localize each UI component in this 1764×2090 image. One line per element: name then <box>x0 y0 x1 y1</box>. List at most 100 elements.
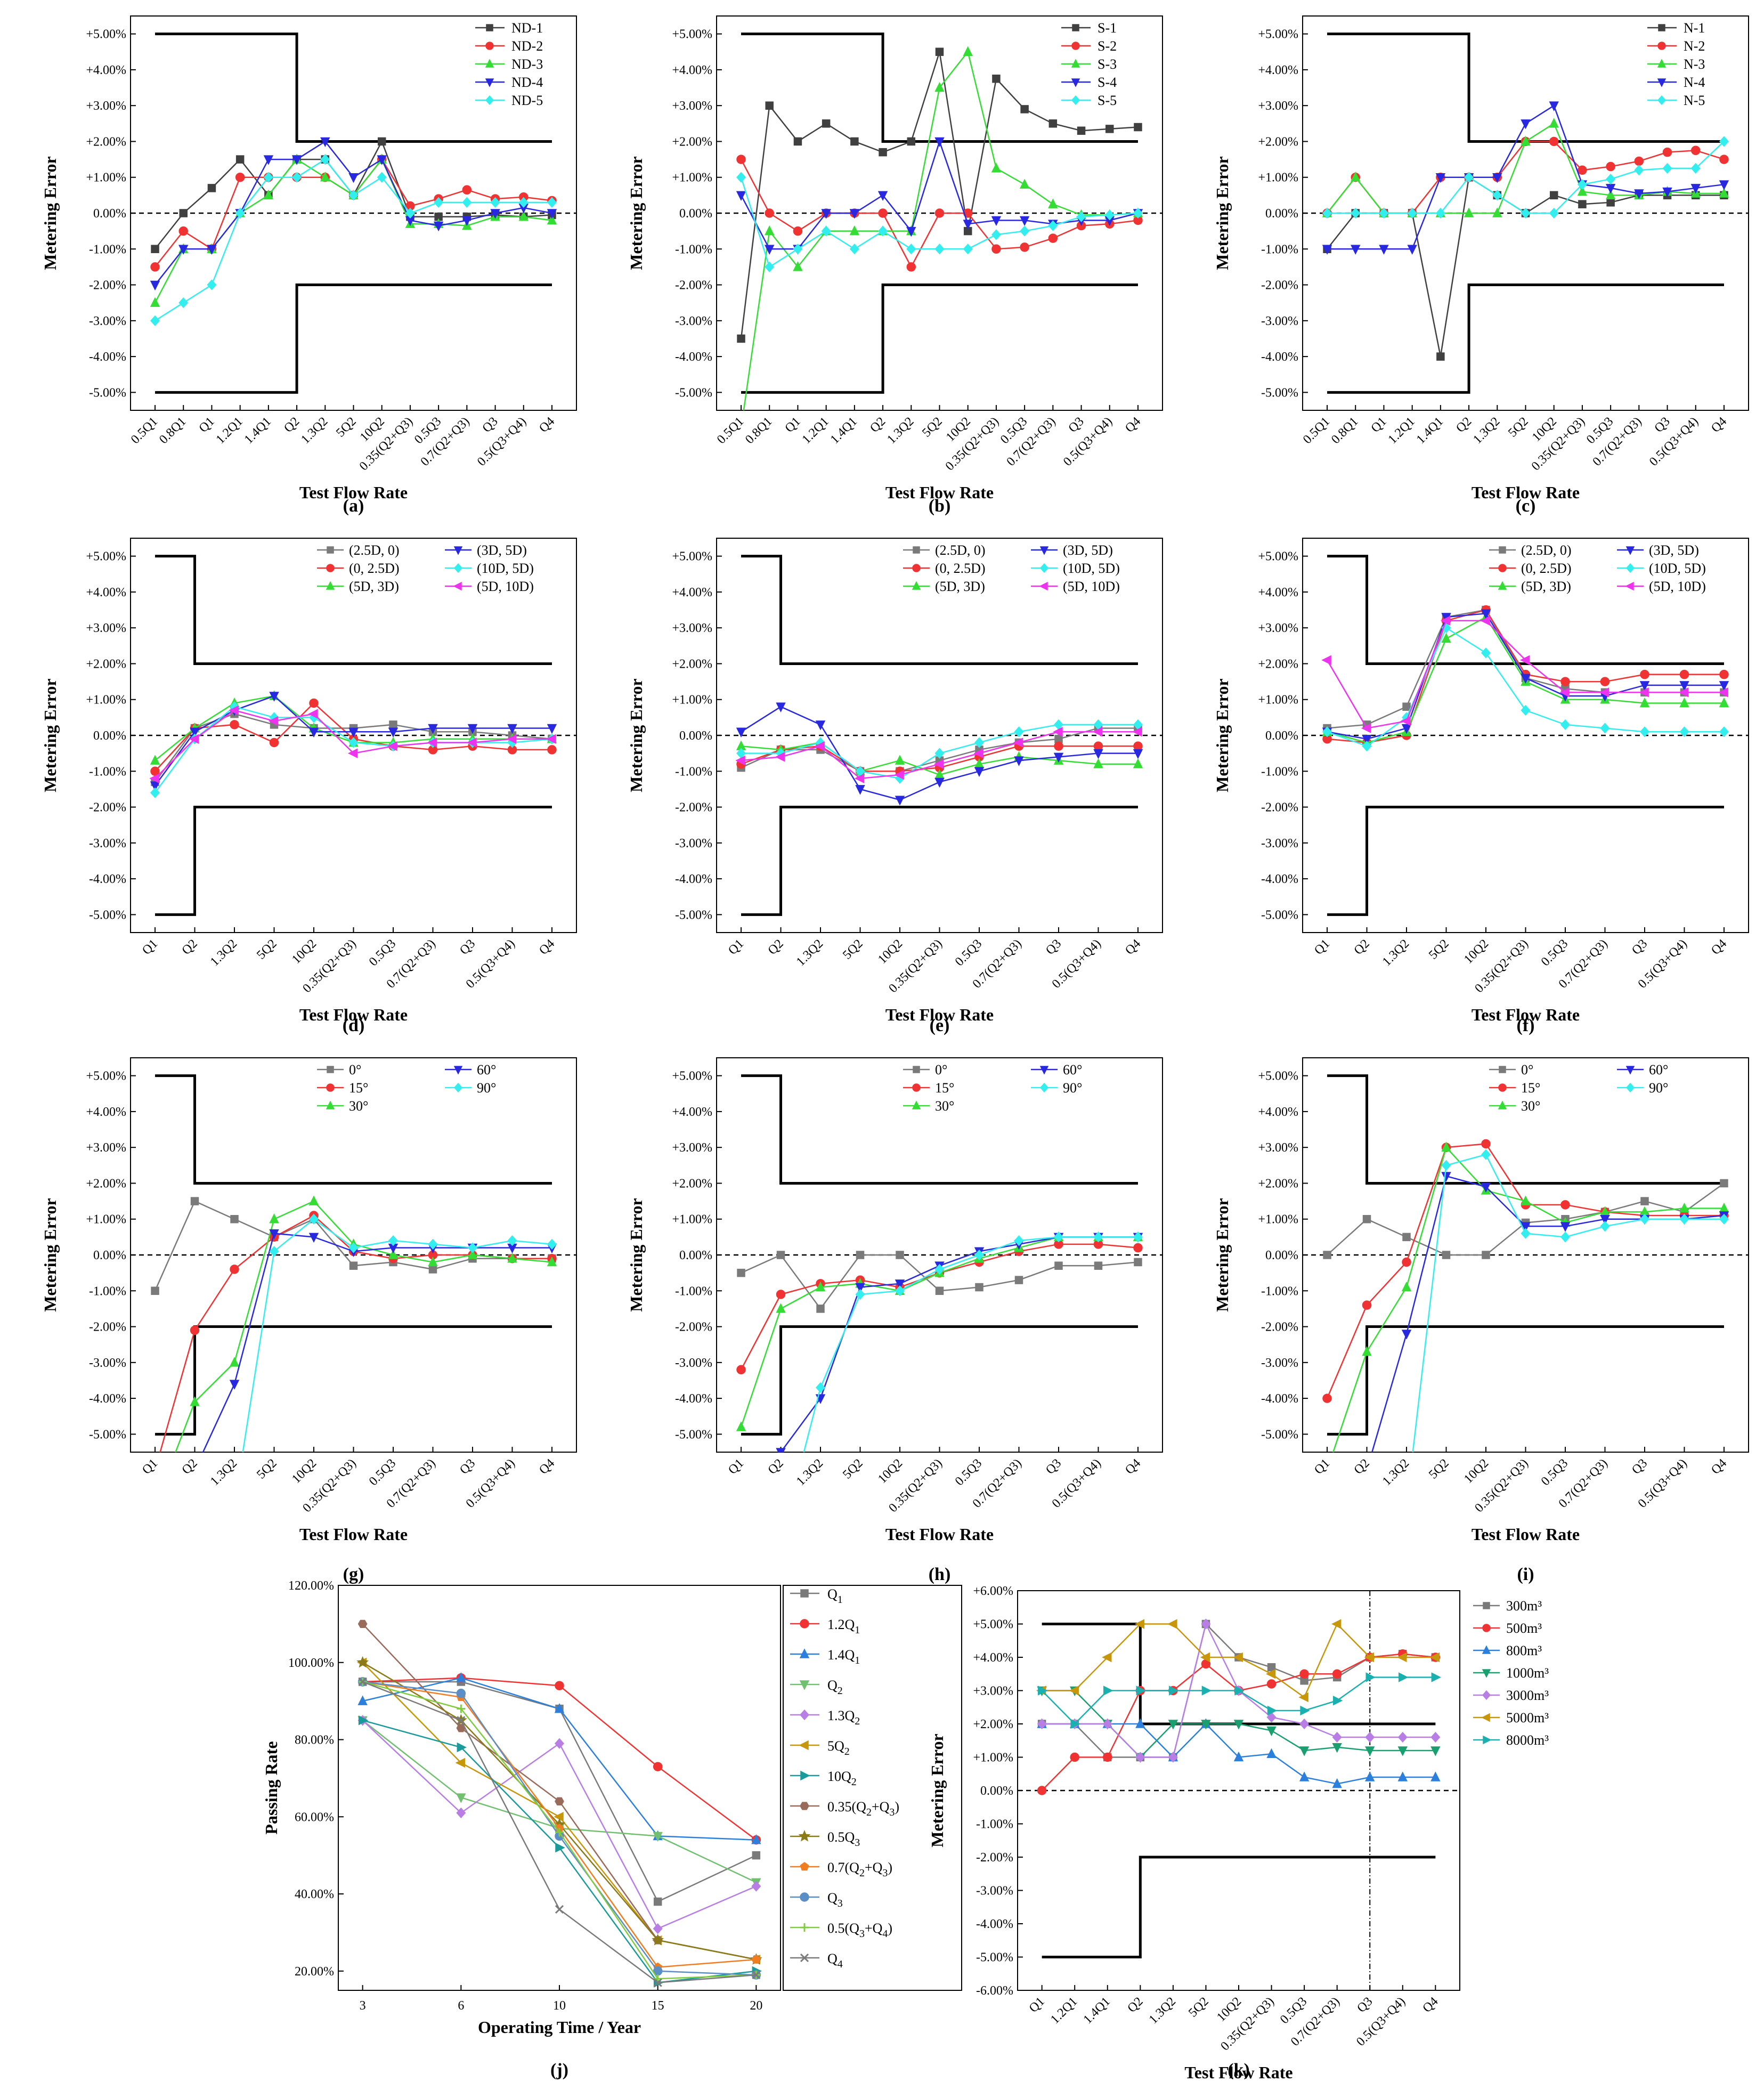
mpe-lower-line <box>155 806 552 916</box>
x-tick-label: Q1 <box>726 1456 746 1477</box>
data-point <box>309 1213 319 1225</box>
data-point <box>1321 655 1331 665</box>
legend-marker <box>1071 78 1080 87</box>
data-point <box>822 119 831 128</box>
data-point <box>653 1832 663 1842</box>
data-point <box>1397 1771 1408 1781</box>
data-point <box>547 745 557 755</box>
data-point <box>1266 1679 1277 1689</box>
data-point <box>263 189 274 200</box>
data-point <box>821 209 831 219</box>
y-tick-label: +5.00% <box>1258 28 1298 42</box>
data-point <box>1070 1719 1080 1729</box>
legend-marker <box>1071 59 1080 68</box>
x-tick-label: 1.2Q1 <box>800 415 832 447</box>
x-tick-label: 1.3Q2 <box>298 415 330 447</box>
y-tick-label: -6.00% <box>976 1984 1013 1998</box>
y-tick-label: -5.00% <box>1261 908 1298 922</box>
data-point <box>1300 1705 1310 1716</box>
legend-label: 500m³ <box>1506 1621 1542 1636</box>
x-tick-label: 5Q2 <box>254 937 280 962</box>
y-tick-label: 0.00% <box>980 1784 1013 1798</box>
data-point <box>1364 1652 1374 1663</box>
data-point <box>518 197 529 208</box>
data-point <box>1560 677 1570 686</box>
panel-caption: (e) <box>930 1016 950 1035</box>
legend-label: 0° <box>349 1062 361 1078</box>
y-axis-label: Metering Error <box>627 156 646 270</box>
legend-marker <box>912 581 921 590</box>
x-tick-label: Q2 <box>766 937 786 958</box>
x-tick-label: Q1 <box>140 1456 160 1477</box>
data-point <box>765 245 775 255</box>
legend-label: 0.7(Q2+Q3) <box>827 1860 892 1879</box>
x-tick-label: 1.4Q1 <box>828 415 860 447</box>
data-point <box>751 1955 761 1964</box>
y-axis-label: Metering Error <box>1213 156 1232 270</box>
data-point <box>179 209 188 217</box>
data-point <box>1407 207 1417 219</box>
data-point <box>555 1681 564 1690</box>
data-point <box>1402 702 1411 711</box>
data-point <box>348 190 359 201</box>
y-tick-label: -5.00% <box>1261 1428 1298 1441</box>
y-axis-label: Metering Error <box>1213 1198 1232 1312</box>
x-tick-label: 3 <box>360 1999 366 2013</box>
y-tick-label: -5.00% <box>89 1428 126 1441</box>
data-point <box>653 1978 662 1987</box>
mpe-lower-line <box>1042 1856 1436 1958</box>
data-point <box>877 191 888 201</box>
panel-c: -5.00% -4.00% -3.00% -2.00% -1.00% 0.00% +1.00… <box>1213 15 1749 516</box>
data-point <box>992 74 1001 83</box>
data-point <box>1605 189 1616 200</box>
data-point <box>1362 1300 1372 1310</box>
data-point <box>1053 727 1063 737</box>
y-tick-label: -4.00% <box>89 1392 126 1406</box>
data-point <box>1135 1718 1145 1728</box>
x-tick-label: Q3 <box>1354 1995 1375 2015</box>
legend-marker <box>1071 42 1080 50</box>
x-tick-label: Q2 <box>180 937 200 958</box>
data-point <box>490 197 500 208</box>
data-point <box>895 1285 905 1297</box>
data-point <box>1492 207 1502 217</box>
x-tick-label: 5Q2 <box>254 1456 280 1482</box>
data-point <box>1134 1258 1142 1267</box>
data-point <box>765 261 775 273</box>
data-point <box>1266 1712 1277 1723</box>
y-tick-label: +3.00% <box>1258 621 1298 635</box>
y-tick-label: +5.00% <box>973 1618 1013 1632</box>
data-point <box>1600 1221 1610 1232</box>
data-point <box>1054 741 1063 751</box>
data-point <box>906 262 916 272</box>
data-point <box>1640 669 1649 679</box>
y-tick-label: -4.00% <box>89 872 126 886</box>
legend-label: (2.5D, 0) <box>1521 542 1572 558</box>
y-tick-label: -3.00% <box>89 1356 126 1370</box>
x-axis-label: Test Flow Rate <box>1184 2063 1292 2082</box>
data-point <box>230 720 239 730</box>
y-tick-label: -2.00% <box>976 1851 1013 1865</box>
data-point <box>151 1286 159 1295</box>
mpe-lower-line <box>155 1325 552 1436</box>
data-point <box>150 766 160 776</box>
legend-label: S-1 <box>1098 20 1117 36</box>
mpe-upper-line <box>155 555 552 665</box>
data-point <box>1093 1232 1103 1243</box>
legend-label: 1.3Q2 <box>827 1708 860 1727</box>
x-axis-label: Operating Time / Year <box>478 2018 641 2037</box>
legend-marker <box>912 564 921 572</box>
data-point <box>151 1501 159 1510</box>
data-point <box>1578 165 1587 175</box>
legend-label: (10D, 5D) <box>477 561 534 576</box>
data-point <box>736 1365 746 1375</box>
x-axis-label: Test Flow Rate <box>1472 483 1580 502</box>
data-point <box>1014 726 1024 738</box>
data-point <box>906 226 916 237</box>
legend: S-1 S-2 S-3 S-4 S-5 <box>1061 20 1117 108</box>
x-axis-label: Test Flow Rate <box>299 1005 408 1024</box>
data-point <box>1365 1672 1376 1682</box>
data-point <box>456 1688 466 1698</box>
data-point <box>906 244 916 255</box>
y-tick-label: +3.00% <box>86 99 126 113</box>
